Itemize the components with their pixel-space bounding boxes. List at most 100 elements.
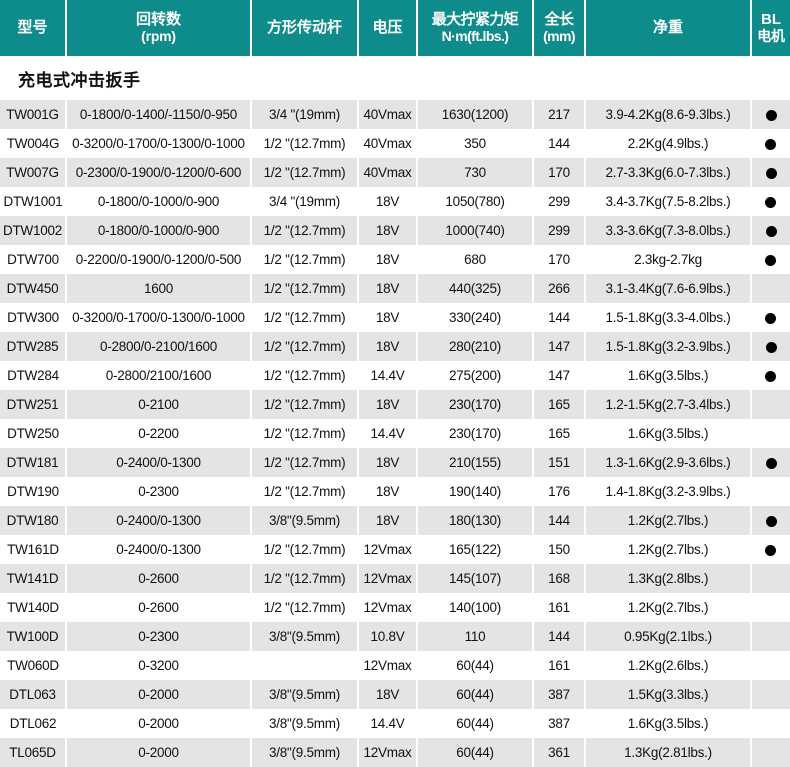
- cell-model: DTW284: [0, 361, 66, 390]
- table-row[interactable]: TL065D 0-2000 3/8"(9.5mm) 12Vmax 60(44) 361 1.…: [0, 738, 790, 767]
- cell-length: 176: [533, 477, 585, 506]
- cell-weight: 1.6Kg(3.5lbs.): [585, 709, 751, 738]
- cell-bl: [751, 448, 790, 477]
- cell-weight: 3.3-3.6Kg(7.3-8.0lbs.): [585, 216, 752, 245]
- cell-model: DTW285: [0, 332, 67, 361]
- cell-model: TW141D: [0, 564, 67, 593]
- table-row[interactable]: TW004G 0-3200/0-1700/0-1300/0-1000 1/2 "(1…: [0, 129, 790, 158]
- cell-drive: 3/8"(9.5mm): [251, 622, 359, 651]
- cell-volt: 12Vmax: [358, 564, 418, 593]
- table-row[interactable]: TW060D 0-3200 12Vmax 60(44) 161 1.2Kg(2.6lbs.…: [0, 651, 790, 680]
- table-header-row: 型号 回转数 (rpm) 方形传动杆 电压 最大拧紧力矩 N·m(ft.lbs.) 全长 (mm…: [0, 0, 790, 56]
- table-row[interactable]: TW001G 0-1800/0-1400/-1150/0-950 3/4 "(19m…: [0, 100, 790, 129]
- cell-rpm: 0-2600: [66, 564, 252, 593]
- cell-model: DTW450: [0, 274, 67, 303]
- column-header-model-main: 型号: [17, 18, 48, 36]
- cell-length: 147: [533, 332, 586, 361]
- table-row[interactable]: DTW450 1600 1/2 "(12.7mm) 18V 440(325) 266 3.1…: [0, 274, 790, 303]
- brushless-empty: [766, 282, 777, 293]
- cell-rpm: 0-2600: [66, 593, 251, 622]
- cell-weight: 3.4-3.7Kg(7.5-8.2lbs.): [585, 187, 751, 216]
- table-row[interactable]: DTW285 0-2800/0-2100/1600 1/2 "(12.7mm) 18V…: [0, 332, 790, 361]
- cell-weight: 2.7-3.3Kg(6.0-7.3lbs.): [585, 158, 752, 187]
- column-header-drive-main: 方形传动杆: [266, 18, 342, 36]
- cell-rpm: 0-2800/0-2100/1600: [66, 332, 252, 361]
- column-header-rpm-sub: (rpm): [141, 27, 176, 44]
- table-row[interactable]: DTW190 0-2300 1/2 "(12.7mm) 18V 190(140) 176 1…: [0, 477, 790, 506]
- cell-bl: [751, 245, 790, 274]
- cell-weight: 1.3Kg(2.81lbs.): [585, 738, 752, 767]
- cell-model: TL065D: [0, 738, 67, 767]
- cell-weight: 1.5Kg(3.3lbs.): [585, 680, 752, 709]
- cell-bl: [751, 535, 790, 564]
- cell-torque: 230(170): [417, 390, 534, 419]
- cell-volt: 40Vmax: [358, 129, 417, 158]
- table-row[interactable]: DTW181 0-2400/0-1300 1/2 "(12.7mm) 18V 210(1…: [0, 448, 790, 477]
- cell-bl: [751, 477, 790, 506]
- brushless-empty: [765, 601, 776, 612]
- table-row[interactable]: DTW284 0-2800/2100/1600 1/2 "(12.7mm) 14.4V…: [0, 361, 790, 390]
- cell-bl: [751, 216, 790, 245]
- cell-drive: 1/2 "(12.7mm): [251, 477, 358, 506]
- cell-bl: [751, 274, 790, 303]
- cell-weight: 2.3kg-2.7kg: [585, 245, 751, 274]
- table-row[interactable]: DTW180 0-2400/0-1300 3/8"(9.5mm) 18V 180(130…: [0, 506, 790, 535]
- brushless-empty: [766, 630, 777, 641]
- table-row[interactable]: TW007G 0-2300/0-1900/0-1200/0-600 1/2 "(12…: [0, 158, 790, 187]
- column-header-torque: 最大拧紧力矩 N·m(ft.lbs.): [417, 0, 534, 56]
- column-header-length: 全长 (mm): [533, 0, 586, 56]
- table-body: 充电式冲击扳手 TW001G 0-1800/0-1400/-1150/0-950 3/…: [0, 56, 790, 767]
- cell-torque: 140(100): [417, 593, 533, 622]
- cell-weight: 1.5-1.8Kg(3.2-3.9lbs.): [585, 332, 752, 361]
- cell-torque: 350: [417, 129, 533, 158]
- table-row[interactable]: TW100D 0-2300 3/8"(9.5mm) 10.8V 110 144 0.95Kg…: [0, 622, 790, 651]
- cell-length: 144: [533, 622, 586, 651]
- cell-length: 170: [533, 245, 585, 274]
- table-row[interactable]: DTW1002 0-1800/0-1000/0-900 1/2 "(12.7mm) 1…: [0, 216, 790, 245]
- table-row[interactable]: TW140D 0-2600 1/2 "(12.7mm) 12Vmax 140(100) 1…: [0, 593, 790, 622]
- cell-drive: 1/2 "(12.7mm): [251, 593, 358, 622]
- section-title: 充电式冲击扳手: [0, 56, 790, 100]
- table-row[interactable]: DTL062 0-2000 3/8"(9.5mm) 14.4V 60(44) 387 1.6…: [0, 709, 790, 738]
- column-header-bl-main: BL: [761, 10, 781, 28]
- cell-weight: 1.2-1.5Kg(2.7-3.4lbs.): [585, 390, 752, 419]
- cell-drive: 3/4 "(19mm): [251, 187, 358, 216]
- brushless-dot-icon: [765, 109, 777, 121]
- cell-bl: [751, 187, 790, 216]
- cell-drive: 1/2 "(12.7mm): [251, 535, 358, 564]
- cell-model: DTW250: [0, 419, 66, 448]
- cell-weight: 1.3Kg(2.8lbs.): [585, 564, 752, 593]
- cell-length: 299: [533, 216, 586, 245]
- table-row[interactable]: DTL063 0-2000 3/8"(9.5mm) 18V 60(44) 387 1.5Kg…: [0, 680, 790, 709]
- table-row[interactable]: DTW700 0-2200/0-1900/0-1200/0-500 1/2 "(12…: [0, 245, 790, 274]
- cell-bl: [751, 332, 790, 361]
- table-row[interactable]: DTW300 0-3200/0-1700/0-1300/0-1000 1/2 "(1…: [0, 303, 790, 332]
- cell-torque: 190(140): [417, 477, 533, 506]
- cell-volt: 14.4V: [358, 361, 417, 390]
- cell-length: 266: [533, 274, 586, 303]
- cell-bl: [751, 100, 790, 129]
- table-row[interactable]: DTW1001 0-1800/0-1000/0-900 3/4 "(19mm) 18V…: [0, 187, 790, 216]
- table-row[interactable]: DTW251 0-2100 1/2 "(12.7mm) 18V 230(170) 165 1…: [0, 390, 790, 419]
- column-header-bl-sub: 电机: [757, 27, 785, 44]
- cell-volt: 12Vmax: [358, 535, 417, 564]
- cell-torque: 440(325): [417, 274, 534, 303]
- cell-bl: [751, 593, 790, 622]
- table-row[interactable]: DTW250 0-2200 1/2 "(12.7mm) 14.4V 230(170) 16…: [0, 419, 790, 448]
- cell-volt: 18V: [358, 680, 418, 709]
- cell-volt: 18V: [358, 390, 418, 419]
- cell-drive: 1/2 "(12.7mm): [251, 158, 359, 187]
- column-header-bl: BL 电机: [751, 0, 790, 56]
- table-row[interactable]: TW161D 0-2400/0-1300 1/2 "(12.7mm) 12Vmax 16…: [0, 535, 790, 564]
- cell-model: TW004G: [0, 129, 66, 158]
- cell-length: 151: [533, 448, 586, 477]
- table-row[interactable]: TW141D 0-2600 1/2 "(12.7mm) 12Vmax 145(107) 1…: [0, 564, 790, 593]
- cell-volt: 14.4V: [358, 709, 417, 738]
- cell-volt: 18V: [358, 187, 417, 216]
- brushless-empty: [765, 659, 776, 670]
- column-header-rpm-main: 回转数: [135, 10, 181, 28]
- cell-weight: 1.2Kg(2.6lbs.): [585, 651, 751, 680]
- cell-volt: 14.4V: [358, 419, 417, 448]
- cell-rpm: 0-2100: [66, 390, 252, 419]
- cell-weight: 1.4-1.8Kg(3.2-3.9lbs.): [585, 477, 751, 506]
